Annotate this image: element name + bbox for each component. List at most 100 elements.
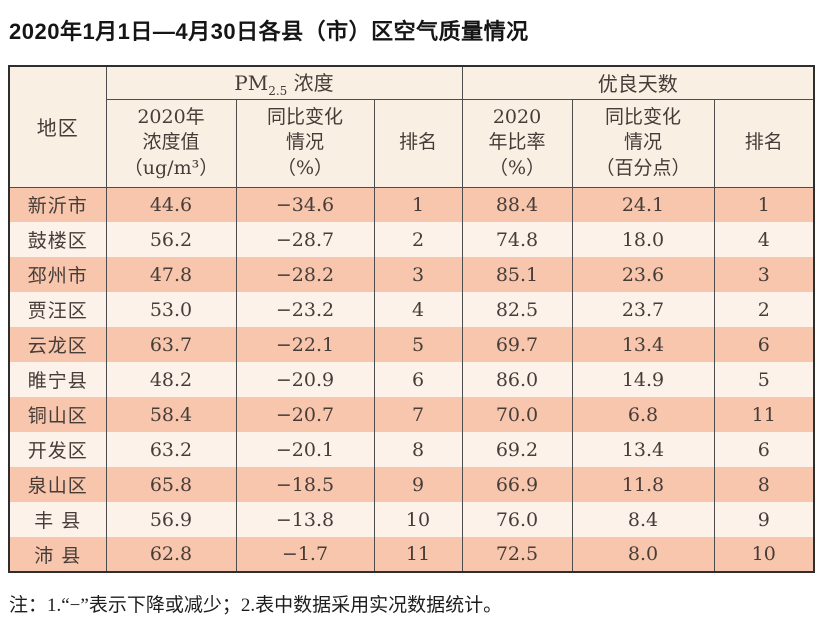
pm25-change-cell: −20.9: [235, 362, 375, 397]
good-rate-cell: 82.5: [461, 292, 573, 327]
table-header: 地区 PM2.5 浓度 优良天数 2020年 浓度值 （ug/m³） 同比变化 …: [8, 66, 815, 188]
header-pm25-rank: 排名: [373, 99, 463, 188]
good-rank-cell: 6: [713, 327, 815, 362]
pm25-value-cell: 53.0: [105, 292, 237, 327]
table-row: 邳州市 47.8 −28.2 3 85.1 23.6 3: [8, 257, 815, 292]
pm25-value-cell: 47.8: [105, 257, 237, 292]
table-row: 鼓楼区 56.2 −28.7 2 74.8 18.0 4: [8, 222, 815, 257]
region-cell: 睢宁县: [8, 362, 107, 397]
good-rate-cell: 66.9: [461, 467, 573, 502]
pm25-value-cell: 63.7: [105, 327, 237, 362]
pm25-value-cell: 62.8: [105, 537, 237, 572]
header-pm25-value: 2020年 浓度值 （ug/m³）: [105, 99, 237, 188]
pm25-label-prefix: PM: [234, 71, 269, 96]
pm25-rank-cell: 10: [373, 502, 463, 537]
pm25-change-cell: −20.7: [235, 397, 375, 432]
pm25-rank-cell: 7: [373, 397, 463, 432]
region-cell: 新沂市: [8, 187, 107, 222]
good-change-cell: 8.0: [571, 537, 715, 572]
pm25-rank-cell: 2: [373, 222, 463, 257]
header-good-change: 同比变化 情况 （百分点）: [571, 99, 715, 188]
pm25-rank-cell: 9: [373, 467, 463, 502]
table-subheader-row: 2020年 浓度值 （ug/m³） 同比变化 情况 （%） 排名 2020 年比…: [9, 99, 815, 188]
table-row: 开发区 63.2 −20.1 8 69.2 13.4 6: [8, 432, 815, 467]
good-change-cell: 11.8: [571, 467, 715, 502]
good-rank-cell: 2: [713, 292, 815, 327]
header-good-days-group: 优良天数: [461, 66, 815, 100]
table-row: 贾汪区 53.0 −23.2 4 82.5 23.7 2: [8, 292, 815, 327]
good-rank-cell: 10: [713, 537, 815, 572]
pm25-value-cell: 63.2: [105, 432, 237, 467]
good-rank-cell: 1: [713, 187, 815, 222]
table-row: 丰 县 56.9 −13.8 10 76.0 8.4 9: [8, 502, 815, 537]
good-change-cell: 8.4: [571, 502, 715, 537]
good-rate-cell: 85.1: [461, 257, 573, 292]
pm25-rank-cell: 8: [373, 432, 463, 467]
table-row: 睢宁县 48.2 −20.9 6 86.0 14.9 5: [8, 362, 815, 397]
table-row: 云龙区 63.7 −22.1 5 69.7 13.4 6: [8, 327, 815, 362]
header-pm25-group: PM2.5 浓度: [105, 66, 463, 100]
good-change-cell: 24.1: [571, 187, 715, 222]
region-cell: 沛 县: [8, 537, 107, 572]
region-cell: 贾汪区: [8, 292, 107, 327]
region-cell: 丰 县: [8, 502, 107, 537]
good-rank-cell: 6: [713, 432, 815, 467]
good-rate-cell: 74.8: [461, 222, 573, 257]
pm25-value-cell: 58.4: [105, 397, 237, 432]
region-cell: 开发区: [8, 432, 107, 467]
page-title: 2020年1月1日—4月30日各县（市）区空气质量情况: [9, 19, 529, 44]
pm25-rank-cell: 6: [373, 362, 463, 397]
good-rate-cell: 70.0: [461, 397, 573, 432]
good-rank-cell: 11: [713, 397, 815, 432]
good-rank-cell: 5: [713, 362, 815, 397]
good-change-cell: 23.6: [571, 257, 715, 292]
pm25-change-cell: −28.7: [235, 222, 375, 257]
pm25-rank-cell: 3: [373, 257, 463, 292]
region-cell: 鼓楼区: [8, 222, 107, 257]
pm25-change-cell: −1.7: [235, 537, 375, 572]
pm25-change-cell: −34.6: [235, 187, 375, 222]
pm25-change-cell: −22.1: [235, 327, 375, 362]
pm25-value-cell: 44.6: [105, 187, 237, 222]
good-change-cell: 18.0: [571, 222, 715, 257]
pm25-value-cell: 56.9: [105, 502, 237, 537]
pm25-value-cell: 56.2: [105, 222, 237, 257]
good-rate-cell: 72.5: [461, 537, 573, 572]
footnote: 注：1.“−”表示下降或减少；2.表中数据采用实况数据统计。: [9, 595, 503, 616]
pm25-change-cell: −18.5: [235, 467, 375, 502]
header-good-rank: 排名: [713, 99, 815, 188]
pm25-rank-cell: 11: [373, 537, 463, 572]
pm25-label-subscript: 2.5: [268, 84, 288, 99]
pm25-rank-cell: 5: [373, 327, 463, 362]
table-row: 泉山区 65.8 −18.5 9 66.9 11.8 8: [8, 467, 815, 502]
pm25-rank-cell: 1: [373, 187, 463, 222]
table-row: 铜山区 58.4 −20.7 7 70.0 6.8 11: [8, 397, 815, 432]
pm25-rank-cell: 4: [373, 292, 463, 327]
good-change-cell: 13.4: [571, 432, 715, 467]
good-rate-cell: 76.0: [461, 502, 573, 537]
region-cell: 铜山区: [8, 397, 107, 432]
header-pm25-change: 同比变化 情况 （%）: [235, 99, 375, 188]
region-cell: 邳州市: [8, 257, 107, 292]
pm25-change-cell: −13.8: [235, 502, 375, 537]
good-rate-cell: 69.2: [461, 432, 573, 467]
table-row: 沛 县 62.8 −1.7 11 72.5 8.0 10: [8, 537, 815, 572]
header-region: 地区: [8, 66, 107, 188]
good-change-cell: 14.9: [571, 362, 715, 397]
good-rate-cell: 88.4: [461, 187, 573, 222]
good-change-cell: 6.8: [571, 397, 715, 432]
region-cell: 云龙区: [8, 327, 107, 362]
table-body: 新沂市 44.6 −34.6 1 88.4 24.1 1 鼓楼区 56.2 −2…: [8, 187, 815, 572]
header-good-rate: 2020 年比率 （%）: [461, 99, 573, 188]
good-change-cell: 13.4: [571, 327, 715, 362]
good-rank-cell: 9: [713, 502, 815, 537]
pm25-change-cell: −28.2: [235, 257, 375, 292]
air-quality-table: 地区 PM2.5 浓度 优良天数 2020年 浓度值 （ug/m³） 同比变化 …: [8, 65, 815, 573]
good-rate-cell: 86.0: [461, 362, 573, 397]
pm25-change-cell: −20.1: [235, 432, 375, 467]
pm25-value-cell: 65.8: [105, 467, 237, 502]
table-row: 新沂市 44.6 −34.6 1 88.4 24.1 1: [8, 187, 815, 222]
pm25-value-cell: 48.2: [105, 362, 237, 397]
pm25-change-cell: −23.2: [235, 292, 375, 327]
good-rank-cell: 8: [713, 467, 815, 502]
